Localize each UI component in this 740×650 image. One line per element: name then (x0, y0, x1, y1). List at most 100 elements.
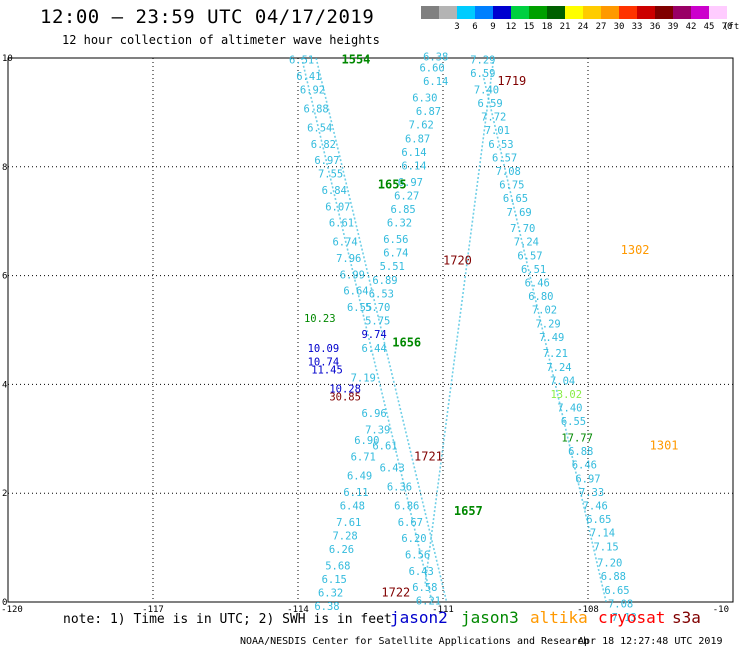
legend-label: 18 (541, 22, 553, 32)
wave-height-label: 6.97 (575, 473, 600, 485)
legend-swatch (583, 6, 601, 19)
satellite-name-s3a: s3a (672, 608, 701, 627)
x-tick-label: -10 (713, 605, 729, 615)
legend-label: 24 (577, 22, 589, 32)
wave-height-label: 6.32 (387, 218, 412, 230)
wave-height-label: 6.07 (325, 201, 350, 213)
wave-height-label: 7.28 (332, 530, 357, 542)
legend-label: 15 (523, 22, 535, 32)
wave-height-label: 6.54 (307, 122, 332, 134)
wave-height-label: 6.85 (390, 204, 415, 216)
satellite-name-altika: altika (530, 608, 588, 627)
wave-height-label: 6.74 (383, 248, 408, 260)
satellite-name-cryosat: cryosat (598, 608, 666, 627)
wave-height-label: 6.21 (416, 596, 441, 608)
pass-time-labels: 1554 1655 1656 1657 1719 1720 1721 1722 1302 1301 (342, 52, 679, 599)
satellite-track (424, 57, 495, 586)
wave-height-label: 7.40 (474, 84, 499, 96)
map-title: 12:00 – 23:59 UTC 04/17/2019 (40, 6, 375, 28)
legend-label: 42 (685, 22, 697, 32)
wave-height-label: 7.72 (481, 112, 506, 124)
wave-height-label: 6.57 (492, 152, 517, 164)
wave-height-label: 6.56 (405, 549, 430, 561)
wave-height-label: 10.09 (308, 343, 340, 355)
wave-height-label: 6.48 (340, 501, 365, 513)
satellite-tracks (300, 57, 607, 603)
wave-height-label: 6.88 (568, 446, 593, 458)
wave-height-label: 7.15 (593, 541, 618, 553)
legend-label: 6 (472, 22, 478, 32)
wave-height-label: 6.82 (311, 139, 336, 151)
map-frame (7, 57, 734, 603)
wave-height-label: 6.38 (423, 52, 448, 64)
legend-swatch (691, 6, 709, 19)
wave-height-label: 5.68 (325, 560, 350, 572)
wave-height-label: 7.04 (550, 375, 575, 387)
legend-swatch (475, 6, 493, 19)
legend-unit: (ft) (723, 22, 740, 32)
legend-swatch (457, 6, 475, 19)
wave-height-label: 6.89 (372, 275, 397, 287)
legend-label: 9 (490, 22, 496, 32)
wave-height-label: 6.97 (398, 177, 423, 189)
wave-height-label: 6.67 (398, 517, 423, 529)
wave-height-label: 6.87 (416, 106, 441, 118)
legend-label: 30 (613, 22, 625, 32)
wave-height-label: 6.14 (401, 147, 426, 159)
pass-time-label: 1722 (381, 586, 410, 600)
wave-height-label: 6.53 (488, 139, 513, 151)
wave-height-label: 6.51 (289, 54, 314, 66)
legend-swatch (439, 6, 457, 19)
pass-time-label: 1657 (454, 504, 483, 518)
wave-height-label: 6.20 (401, 533, 426, 545)
wave-height-label: 7.24 (546, 362, 571, 374)
wave-height-label: 6.64 (343, 286, 368, 298)
wave-height-label: 6.61 (372, 441, 397, 453)
wave-height-label: 7.33 (579, 487, 604, 499)
wave-height-label: 6.71 (351, 452, 376, 464)
wave-height-label: 6.44 (361, 343, 386, 355)
wave-height-label: 7.62 (409, 120, 434, 132)
y-tick-label: 6 (2, 272, 7, 282)
wave-height-label: 7.24 (514, 237, 539, 249)
wave-height-label: 7.55 (318, 169, 343, 181)
axis-ticks: -120 -117 -114 -111 -108 -10 0 2 4 6 8 10 (1, 54, 729, 615)
wave-height-label: 7.40 (557, 403, 582, 415)
legend-label: 27 (595, 22, 607, 32)
wave-height-label: 7.01 (485, 125, 510, 137)
footer-credit: NOAA/NESDIS Center for Satellite Applica… (240, 636, 590, 647)
legend-label: 21 (559, 22, 571, 32)
wave-height-label: 6.55 (561, 416, 586, 428)
x-tick-label: -117 (142, 605, 164, 615)
wave-height-label: 7.13 (612, 612, 637, 624)
wave-height-label: 5.51 (380, 261, 405, 273)
x-tick-label: -120 (1, 605, 23, 615)
pass-time-label: 1302 (621, 243, 650, 257)
wave-height-label: 6.53 (369, 288, 394, 300)
wave-height-label: 6.51 (521, 264, 546, 276)
wave-height-label: 7.29 (470, 54, 495, 66)
wave-height-label: 6.57 (517, 250, 542, 262)
wave-height-label: 5.70 (365, 302, 390, 314)
wave-height-label: 6.87 (405, 133, 430, 145)
y-tick-label: 0 (2, 598, 7, 608)
wave-height-label: 6.84 (322, 185, 347, 197)
legend-label: 39 (667, 22, 679, 32)
wave-height-label: 7.19 (351, 373, 376, 385)
wave-height-label: 6.32 (318, 588, 343, 600)
wave-height-label: 6.65 (586, 514, 611, 526)
wave-height-label: 6.14 (423, 76, 448, 88)
pass-time-label: 1721 (414, 450, 443, 464)
legend-label: 12 (505, 22, 517, 32)
y-tick-label: 4 (2, 380, 7, 390)
wave-height-label: 6.61 (329, 218, 354, 230)
legend-swatch (511, 6, 529, 19)
legend-label: 36 (649, 22, 661, 32)
map-subtitle: 12 hour collection of altimeter wave hei… (62, 33, 380, 47)
wave-height-label: 17.77 (561, 433, 593, 445)
satellite-name-jason3: jason3 (461, 608, 519, 627)
wave-height-label: 6.56 (383, 234, 408, 246)
wave-height-label: 6.43 (380, 462, 405, 474)
legend-swatch (637, 6, 655, 19)
